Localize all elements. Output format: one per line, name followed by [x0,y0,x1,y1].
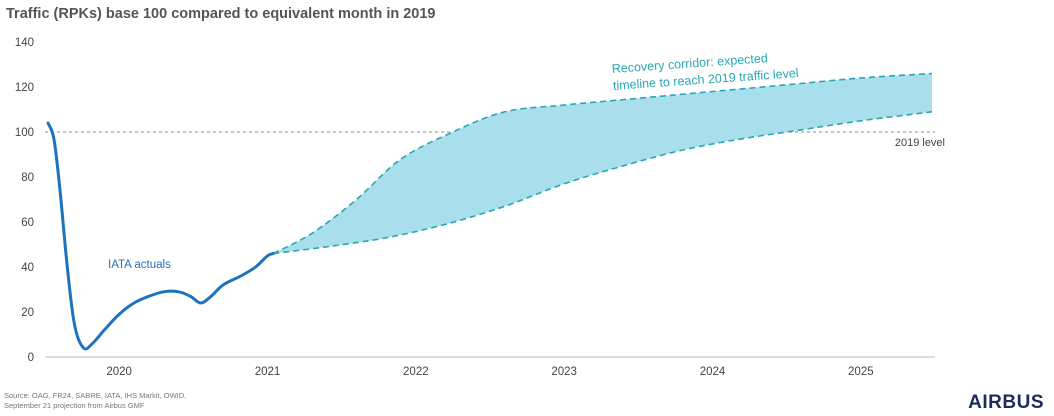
reference-line-label: 2019 level [895,137,945,149]
y-tick-label: 140 [15,37,34,49]
x-tick-label: 2023 [551,366,577,378]
x-tick-label: 2022 [403,366,429,378]
corridor-fill [273,73,932,254]
x-tick-label: 2020 [106,366,132,378]
x-tick-label: 2021 [255,366,281,378]
recovery-corridor [273,72,933,255]
source-note: Source: OAG, FR24, SABRE, IATA, IHS Mark… [4,391,186,411]
iata-actuals-line [46,121,275,351]
source-line-2: September 21 projection from Airbus GMF [4,401,145,410]
iata-actuals-label: IATA actuals [108,259,171,271]
chart-plot: 0 20 40 60 80 100 120 140 2020 2021 2022 2023 2024 20… [15,37,945,378]
actuals-series [46,121,275,351]
x-tick-label: 2025 [848,366,874,378]
chart-title: Traffic (RPKs) base 100 compared to equi… [6,6,436,22]
y-tick-label: 60 [21,217,34,229]
x-tick-label: 2024 [700,366,726,378]
y-tick-label: 100 [15,127,34,139]
airbus-logo: AIRBUS [968,392,1044,413]
y-tick-label: 120 [15,82,34,94]
y-tick-label: 20 [21,307,34,319]
y-tick-label: 80 [21,172,34,184]
source-line-1: Source: OAG, FR24, SABRE, IATA, IHS Mark… [4,391,187,400]
corridor-upper-bound [273,72,933,255]
y-tick-label: 0 [28,352,34,364]
corridor-lower-bound [273,111,933,255]
y-tick-label: 40 [21,262,34,274]
